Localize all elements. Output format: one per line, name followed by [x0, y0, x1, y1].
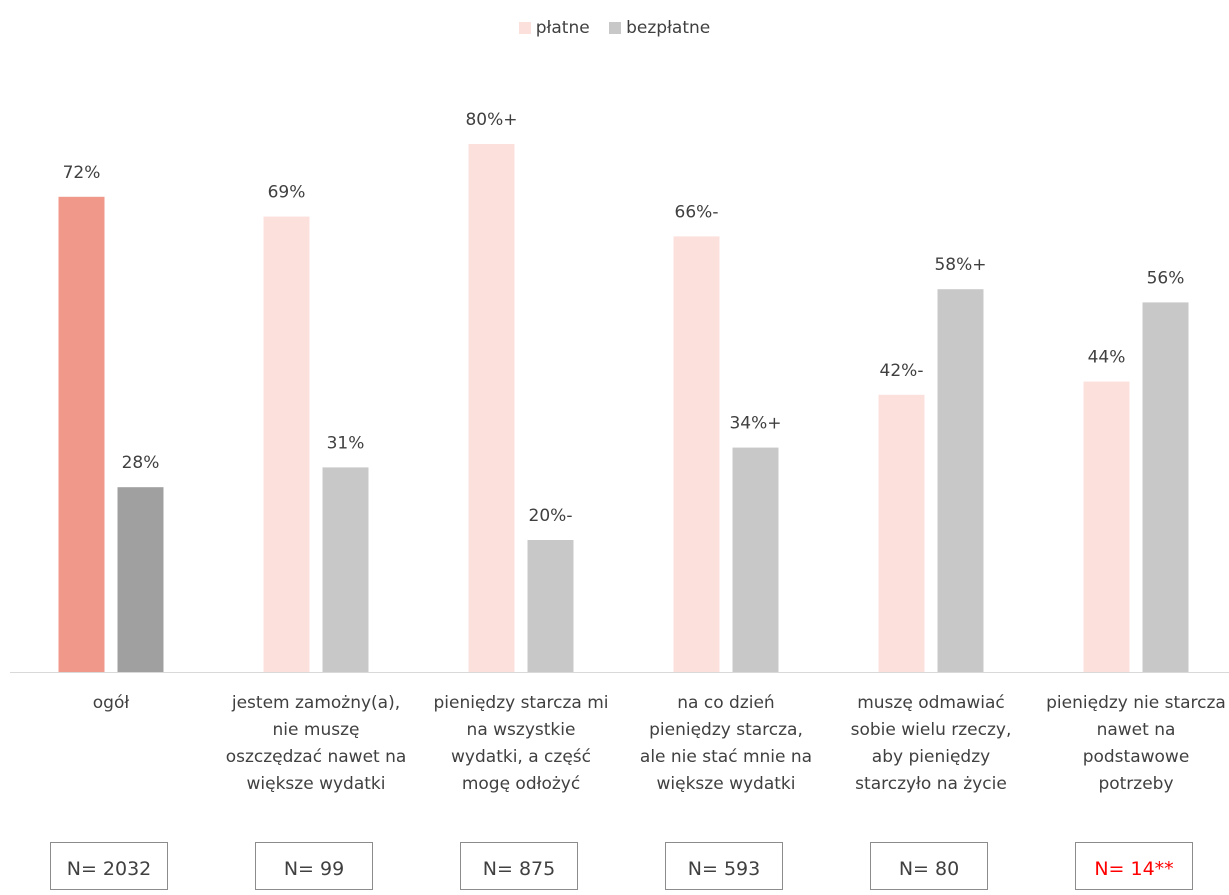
sample-size-box-4: N= 80	[870, 842, 988, 890]
legend-label-paid: płatne	[535, 18, 590, 38]
bar-free-5	[1142, 302, 1189, 672]
category-label-4: muszę odmawiać sobie wielu rzeczy, aby pie…	[850, 693, 1012, 794]
data-label-free-4: 58%+	[934, 255, 986, 275]
bar-paid-3	[673, 236, 720, 672]
data-label-paid-2: 80%+	[465, 110, 517, 130]
bar-paid-0	[58, 196, 105, 673]
legend-item-paid: płatne	[518, 18, 590, 38]
category-label-5: pieniędzy nie starcza nawet na podstawowe p…	[1046, 693, 1226, 794]
data-label-free-3: 34%+	[729, 414, 781, 434]
bar-paid-2	[468, 144, 515, 672]
data-label-paid-0: 72%	[63, 163, 101, 183]
data-label-paid-4: 42%-	[880, 361, 924, 381]
bar-free-4	[937, 289, 984, 672]
legend-swatch-free	[609, 22, 622, 34]
bar-free-1	[322, 467, 369, 672]
legend: płatne bezpłatne	[0, 18, 1229, 38]
category-label-1: jestem zamożny(a), nie muszę oszczędzać na…	[225, 693, 407, 794]
category-label-0: ogół	[92, 693, 130, 713]
data-label-paid-3: 66%-	[675, 202, 719, 222]
data-label-free-5: 56%	[1147, 268, 1185, 288]
data-label-paid-1: 69%	[268, 183, 306, 203]
bar-free-3	[732, 447, 779, 672]
category-label-3: na co dzień pieniędzy starcza, ale nie sta…	[639, 693, 813, 794]
data-label-paid-5: 44%	[1088, 348, 1126, 368]
bar-paid-5	[1083, 381, 1130, 672]
sample-size-box-2: N= 875	[460, 842, 578, 890]
legend-item-free: bezpłatne	[609, 18, 710, 38]
sample-size-box-0: N= 2032	[50, 842, 168, 890]
bar-paid-1	[263, 216, 310, 672]
data-label-free-1: 31%	[327, 433, 365, 453]
legend-label-free: bezpłatne	[626, 18, 711, 38]
bar-paid-4	[878, 394, 925, 672]
legend-swatch-paid	[518, 22, 531, 34]
data-label-free-0: 28%	[122, 453, 160, 473]
bar-free-0	[117, 487, 164, 672]
bar-free-2	[527, 540, 574, 672]
sample-size-box-1: N= 99	[255, 842, 373, 890]
sample-size-box-3: N= 593	[665, 842, 783, 890]
sample-size-box-5: N= 14**	[1075, 842, 1193, 890]
data-label-free-2: 20%-	[529, 506, 573, 526]
category-label-2: pieniędzy starcza mi na wszystkie wydatki,…	[433, 693, 609, 794]
